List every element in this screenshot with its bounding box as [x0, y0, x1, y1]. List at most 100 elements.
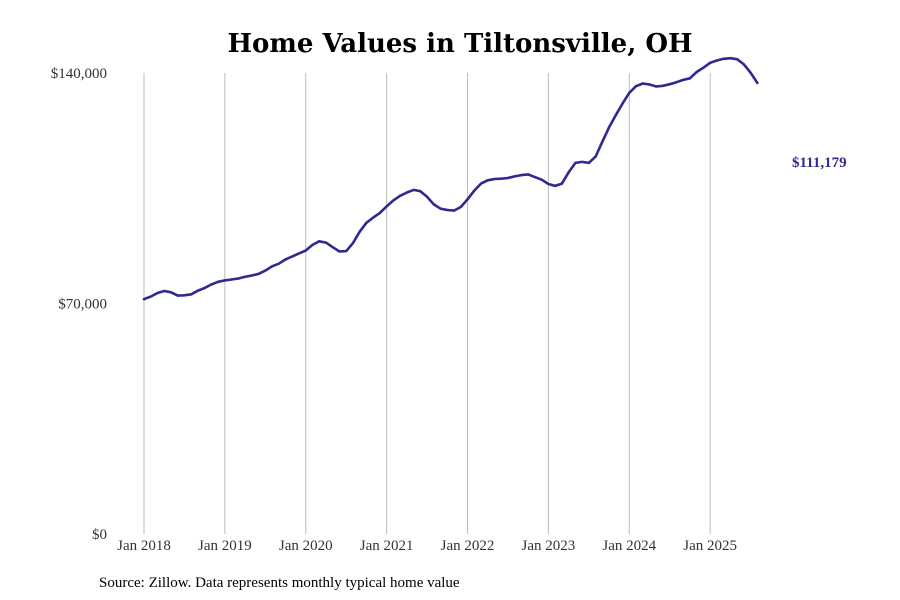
data-point [351, 242, 355, 245]
data-point [277, 262, 280, 265]
data-point [190, 293, 193, 296]
data-point [331, 246, 334, 249]
data-point [688, 77, 692, 80]
y-tick-label: $140,000 [51, 66, 107, 82]
x-tick-label: Jan 2020 [279, 538, 333, 554]
data-point [419, 190, 422, 193]
data-point [176, 294, 179, 297]
data-point [452, 209, 456, 212]
gridlines [143, 73, 711, 534]
data-point [398, 194, 402, 197]
data-point [216, 280, 220, 283]
data-point [486, 179, 489, 182]
data-point [722, 57, 725, 60]
y-axis-ticks: $0 $70,000 $140,000 [51, 66, 107, 543]
data-point [614, 113, 617, 117]
data-point [547, 182, 550, 186]
data-point [756, 81, 759, 85]
data-point [648, 83, 651, 86]
data-point [513, 175, 516, 178]
data-point [533, 175, 537, 179]
data-point [425, 195, 429, 198]
data-point [735, 58, 739, 61]
data-point [250, 274, 253, 277]
data-point [318, 240, 321, 243]
y-tick-label: $70,000 [58, 297, 107, 313]
data-point [270, 265, 274, 268]
data-point [709, 61, 712, 64]
data-point [412, 188, 415, 192]
x-tick-label: Jan 2021 [360, 538, 414, 554]
data-point [257, 272, 260, 276]
data-point [338, 250, 341, 253]
chart-title: Home Values in Tiltonsville, OH [227, 29, 692, 59]
data-point [142, 298, 146, 301]
data-point [729, 57, 732, 60]
data-point [223, 279, 227, 282]
data-point [284, 258, 287, 261]
data-point [372, 216, 375, 219]
data-point [634, 85, 638, 88]
data-point [587, 161, 590, 165]
data-point [527, 173, 530, 176]
data-point [574, 161, 577, 165]
data-point [749, 71, 752, 74]
data-point [580, 160, 584, 164]
x-tick-label: Jan 2023 [522, 538, 576, 554]
data-point [243, 275, 247, 278]
data-point [540, 178, 543, 181]
data-point [264, 269, 267, 272]
x-tick-label: Jan 2018 [117, 538, 171, 554]
data-point [479, 182, 483, 185]
data-point [506, 176, 510, 180]
series-points [142, 57, 759, 301]
end-value-label: $111,179 [792, 155, 847, 171]
data-point [432, 203, 435, 206]
data-point [466, 198, 469, 201]
data-point [163, 289, 166, 293]
x-axis-ticks: Jan 2018 Jan 2019 Jan 2020 Jan 2021 Jan 2022… [117, 538, 737, 554]
data-point [594, 155, 597, 158]
data-point [237, 277, 240, 280]
data-point [553, 184, 557, 188]
data-point [661, 84, 665, 88]
data-point [297, 252, 301, 255]
data-point [378, 211, 382, 215]
data-point [345, 249, 348, 253]
data-point [695, 70, 698, 74]
data-point [439, 207, 442, 210]
data-point [668, 83, 671, 86]
data-point [291, 255, 294, 258]
data-point [156, 291, 159, 295]
data-point [675, 81, 678, 84]
data-point [183, 294, 186, 297]
x-tick-label: Jan 2025 [683, 538, 737, 554]
x-tick-label: Jan 2022 [441, 538, 495, 554]
data-point [715, 59, 719, 62]
y-tick-label: $0 [92, 527, 107, 543]
series-line-home-value [142, 56, 759, 301]
data-point [473, 189, 476, 192]
data-point [324, 241, 328, 244]
data-point [149, 295, 152, 298]
data-point [567, 171, 570, 174]
data-point [682, 78, 685, 82]
x-tick-label: Jan 2019 [198, 538, 252, 554]
series-group [142, 56, 759, 301]
data-point [446, 208, 449, 212]
data-point [311, 243, 314, 247]
data-point [203, 286, 206, 290]
data-point [358, 230, 361, 233]
data-point [560, 182, 564, 185]
data-point [405, 191, 409, 194]
source-note: Source: Zillow. Data represents monthly … [99, 575, 460, 591]
data-point [392, 199, 395, 202]
data-point [607, 126, 611, 129]
data-point [304, 249, 307, 252]
data-point [742, 63, 746, 66]
data-point [520, 173, 523, 177]
data-point [655, 85, 658, 88]
data-point [601, 140, 604, 143]
data-point [500, 177, 503, 180]
